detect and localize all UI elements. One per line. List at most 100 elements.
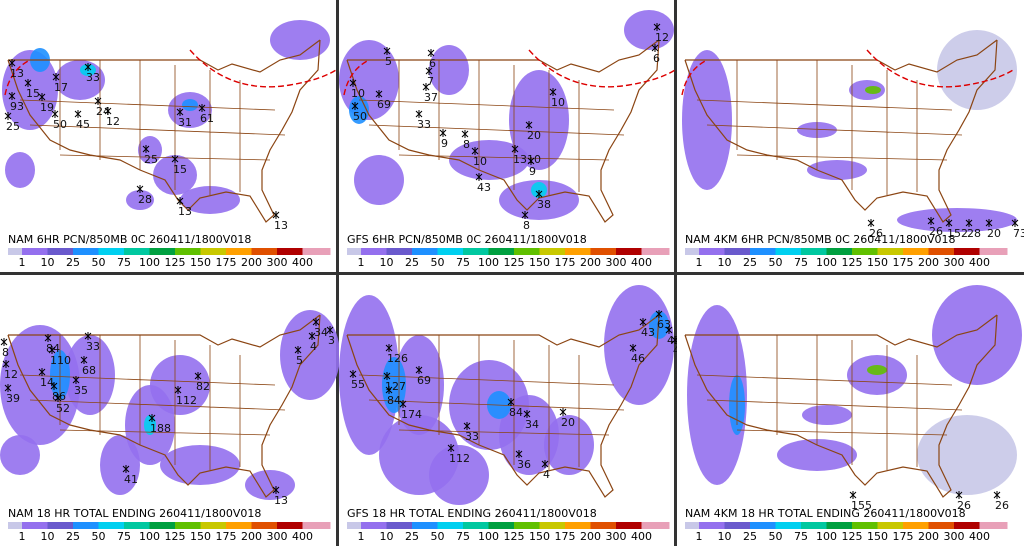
station-value: 188 bbox=[150, 422, 171, 435]
legend-swatch bbox=[175, 248, 201, 255]
station-marker bbox=[415, 110, 423, 118]
legend-label: 125 bbox=[165, 256, 186, 269]
legend-label: 25 bbox=[743, 530, 757, 543]
legend-label: 175 bbox=[555, 256, 576, 269]
legend-swatch bbox=[616, 522, 642, 529]
station-marker bbox=[8, 92, 16, 100]
legend-label: 200 bbox=[580, 530, 601, 543]
station-value: 26 bbox=[929, 225, 943, 238]
station-marker bbox=[849, 491, 857, 499]
legend-swatch bbox=[616, 248, 642, 255]
legend-swatch bbox=[463, 522, 489, 529]
state-lines bbox=[358, 60, 625, 195]
station-marker bbox=[51, 110, 59, 118]
legend-swatch bbox=[98, 248, 124, 255]
station-marker bbox=[415, 366, 423, 374]
station-value: 3 bbox=[328, 334, 335, 347]
station-value: 33 bbox=[86, 71, 100, 84]
legend-swatch bbox=[852, 522, 878, 529]
legend-swatch bbox=[277, 248, 303, 255]
legend-label: 175 bbox=[216, 256, 237, 269]
legend-swatch bbox=[565, 248, 591, 255]
legend-swatch bbox=[750, 248, 776, 255]
precip-area bbox=[382, 357, 406, 413]
station-value: 112 bbox=[176, 394, 197, 407]
state-lines bbox=[696, 335, 963, 470]
station-value: 5 bbox=[385, 55, 392, 68]
precip-area bbox=[802, 405, 852, 425]
station-value: 43 bbox=[477, 181, 491, 194]
station-value: 13 bbox=[10, 67, 24, 80]
legend-label: 25 bbox=[66, 256, 80, 269]
panel-title: GFS 18 HR TOTAL ENDING 260411/1800V018 bbox=[347, 507, 597, 520]
station-marker bbox=[629, 344, 637, 352]
station-marker bbox=[515, 450, 523, 458]
legend-label: 400 bbox=[631, 530, 652, 543]
station-marker bbox=[945, 219, 953, 227]
legend-swatch bbox=[124, 248, 150, 255]
station-marker bbox=[171, 155, 179, 163]
legend-swatch bbox=[73, 248, 99, 255]
station-value: 20 bbox=[561, 416, 575, 429]
station-marker bbox=[525, 121, 533, 129]
legend-label: 10 bbox=[718, 256, 732, 269]
station-marker bbox=[541, 460, 549, 468]
station-value: 112 bbox=[449, 452, 470, 465]
state-lines bbox=[19, 335, 286, 470]
station-value: 4 bbox=[310, 340, 317, 353]
station-marker bbox=[272, 486, 280, 494]
station-marker bbox=[4, 384, 12, 392]
station-marker bbox=[523, 410, 531, 418]
legend-swatch bbox=[775, 522, 801, 529]
station-marker bbox=[54, 394, 62, 402]
station-value: 26 bbox=[957, 499, 971, 512]
station-marker bbox=[385, 386, 393, 394]
station-marker bbox=[122, 465, 130, 473]
precip-area bbox=[604, 285, 674, 405]
station-marker bbox=[72, 376, 80, 384]
station-marker bbox=[521, 211, 529, 219]
legend-swatch bbox=[302, 248, 331, 255]
station-value: 84 bbox=[387, 394, 401, 407]
legend-label: 75 bbox=[117, 530, 131, 543]
station-marker bbox=[272, 211, 280, 219]
station-marker bbox=[136, 185, 144, 193]
station-value: 26 bbox=[995, 499, 1009, 512]
legend-label: 25 bbox=[405, 256, 419, 269]
station-value: 8 bbox=[2, 346, 9, 359]
legend-swatch bbox=[386, 522, 412, 529]
station-value: 110 bbox=[50, 354, 71, 367]
legend-label: 25 bbox=[66, 530, 80, 543]
legend-label: 1 bbox=[19, 530, 26, 543]
precip-area bbox=[544, 415, 594, 475]
precip-area bbox=[509, 70, 569, 170]
station-marker bbox=[383, 47, 391, 55]
legend-swatch bbox=[928, 248, 954, 255]
station-marker bbox=[527, 157, 535, 165]
country-borders bbox=[684, 314, 998, 498]
precip-area bbox=[624, 10, 674, 50]
legend-label: 200 bbox=[580, 256, 601, 269]
legend-label: 175 bbox=[893, 256, 914, 269]
station-value: 24 bbox=[96, 105, 110, 118]
station-marker bbox=[174, 386, 182, 394]
legend-swatch bbox=[200, 522, 226, 529]
panel-title: NAM 4KM 18 HR TOTAL ENDING 260411/1800V0… bbox=[685, 507, 966, 520]
legend-swatch bbox=[590, 248, 616, 255]
legend-label: 150 bbox=[529, 530, 550, 543]
station-value: 12 bbox=[4, 368, 18, 381]
legend-swatch bbox=[302, 522, 331, 529]
legend-swatch bbox=[877, 522, 903, 529]
legend-label: 1 bbox=[19, 256, 26, 269]
precip-area bbox=[917, 415, 1017, 495]
legend-swatch bbox=[590, 522, 616, 529]
station-marker bbox=[2, 360, 10, 368]
precip-area bbox=[867, 365, 887, 375]
precip-area bbox=[280, 310, 340, 400]
station-marker bbox=[308, 332, 316, 340]
station-value: 13 bbox=[274, 219, 288, 232]
legend-swatch bbox=[979, 522, 1008, 529]
station-marker bbox=[84, 332, 92, 340]
station-value: 69 bbox=[377, 98, 391, 111]
